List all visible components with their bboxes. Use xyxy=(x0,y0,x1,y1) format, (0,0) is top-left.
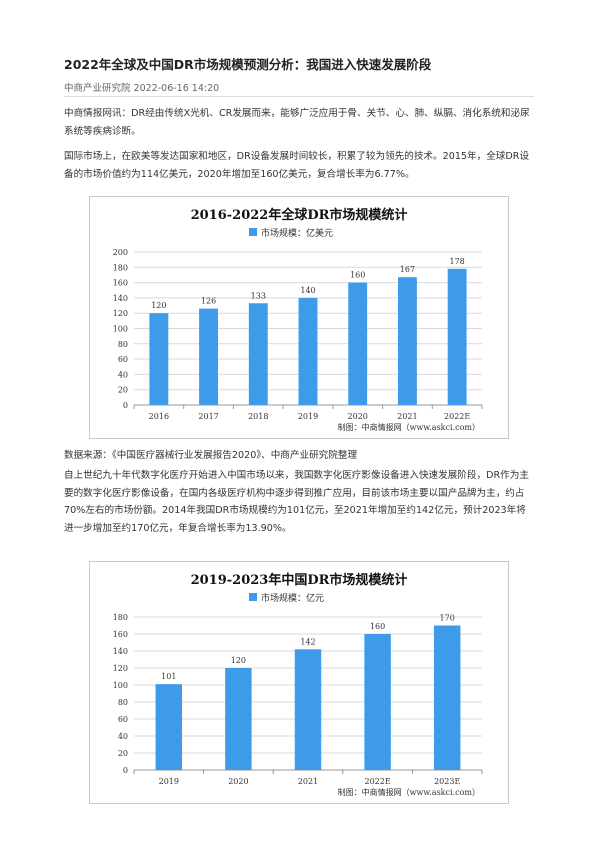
y-tick-label: 40 xyxy=(118,370,128,379)
y-tick-label: 160 xyxy=(113,630,128,639)
x-tick-label-2020: 2020 xyxy=(228,777,248,786)
bar-2022E xyxy=(447,268,467,405)
data-source-note: 数据来源：《中国医疗器械行业发展报告2020》、中商产业研究院整理 xyxy=(64,450,358,461)
y-tick-label: 200 xyxy=(113,248,128,257)
x-tick-label-2018: 2018 xyxy=(248,412,268,421)
paragraph-china: 自上世纪九十年代数字化医疗开始进入中国市场以来，我国数字化医疗影像设备进入快速发… xyxy=(64,470,529,534)
y-tick-label: 0 xyxy=(123,766,128,775)
data-label-2021: 142 xyxy=(300,637,315,646)
data-label-2022E: 178 xyxy=(450,257,465,266)
x-tick-label-2022E: 2022E xyxy=(364,777,390,786)
bar-2018 xyxy=(248,303,268,405)
article-source[interactable]: 中商产业研究院 xyxy=(64,83,131,94)
legend-swatch xyxy=(249,228,257,236)
bar-2023E xyxy=(433,625,461,770)
y-tick-label: 60 xyxy=(118,715,128,724)
y-tick-label: 160 xyxy=(113,279,128,288)
y-tick-label: 180 xyxy=(113,613,128,622)
bar-2021 xyxy=(397,277,417,405)
x-tick-label-2021: 2021 xyxy=(397,412,417,421)
x-tick-label-2019: 2019 xyxy=(159,777,179,786)
chart-global-dr: 2016-2022年全球DR市场规模统计市场规模：亿美元 0 20 40 60 80 100… xyxy=(89,196,509,439)
y-tick-label: 40 xyxy=(118,732,128,741)
paragraph-global: 国际市场上，在欧美等发达国家和地区，DR设备发展时间较长，积累了较为领先的技术。… xyxy=(64,151,530,180)
bar-2017 xyxy=(199,308,219,405)
x-tick-label-2022E: 2022E xyxy=(444,412,470,421)
bar-2020 xyxy=(225,668,252,770)
article-date: 2022-06-16 14:20 xyxy=(133,83,220,94)
y-tick-label: 140 xyxy=(113,647,128,656)
y-tick-label: 80 xyxy=(118,698,128,707)
data-label-2019: 140 xyxy=(300,286,315,295)
x-tick-label-2021: 2021 xyxy=(298,777,318,786)
data-label-2021: 167 xyxy=(400,265,415,274)
legend-swatch xyxy=(249,593,257,601)
bar-2019 xyxy=(155,684,183,770)
bar-2020 xyxy=(348,282,368,405)
x-tick-label-2019: 2019 xyxy=(298,412,318,421)
bar-2019 xyxy=(298,297,318,405)
y-tick-label: 140 xyxy=(113,294,128,303)
paragraph-intro: 中商情报网讯：DR经由传统X光机、CR发展而来，能够广泛应用于骨、关节、心、肺、… xyxy=(64,108,530,137)
data-label-2016: 120 xyxy=(151,301,166,310)
chart-title: 2019-2023年中国DR市场规模统计 xyxy=(191,572,408,588)
bar-2016 xyxy=(149,313,169,405)
data-label-2017: 126 xyxy=(201,297,216,306)
legend-label: 市场规模：亿元 xyxy=(261,592,324,604)
article-meta: 中商产业研究院 2022-06-16 14:20 xyxy=(64,80,219,94)
x-tick-label-2023E: 2023E xyxy=(434,777,460,786)
y-tick-label: 120 xyxy=(113,664,128,673)
title-divider xyxy=(64,96,534,97)
data-label-2018: 133 xyxy=(251,291,266,300)
chart-credit: 制图：中商情报网（www.askci.com） xyxy=(338,787,480,797)
x-tick-label-2020: 2020 xyxy=(348,412,368,421)
bar-2022E xyxy=(364,634,391,770)
chart-china-dr: 2019-2023年中国DR市场规模统计市场规模：亿元 0 20 40 60 80 100 1… xyxy=(89,561,509,804)
data-label-2019: 101 xyxy=(161,672,176,681)
y-tick-label: 100 xyxy=(113,325,128,334)
legend-label: 市场规模：亿美元 xyxy=(261,227,333,239)
data-label-2023E: 170 xyxy=(440,614,455,623)
chart-credit: 制图：中商情报网（www.askci.com） xyxy=(338,422,480,432)
data-label-2022E: 160 xyxy=(370,622,385,631)
y-tick-label: 180 xyxy=(113,263,128,272)
y-tick-label: 80 xyxy=(118,340,128,349)
bar-2021 xyxy=(294,649,322,770)
x-tick-label-2017: 2017 xyxy=(198,412,218,421)
y-tick-label: 100 xyxy=(113,681,128,690)
y-tick-label: 20 xyxy=(118,749,128,758)
y-tick-label: 120 xyxy=(113,309,128,318)
y-tick-label: 60 xyxy=(118,355,128,364)
y-tick-label: 20 xyxy=(118,386,128,395)
chart-title: 2016-2022年全球DR市场规模统计 xyxy=(191,207,408,223)
y-tick-label: 0 xyxy=(123,401,128,410)
data-label-2020: 120 xyxy=(231,656,246,665)
data-label-2020: 160 xyxy=(350,271,365,280)
x-tick-label-2016: 2016 xyxy=(149,412,169,421)
article-title: 2022年全球及中国DR市场规模预测分析：我国进入快速发展阶段 xyxy=(64,57,432,72)
